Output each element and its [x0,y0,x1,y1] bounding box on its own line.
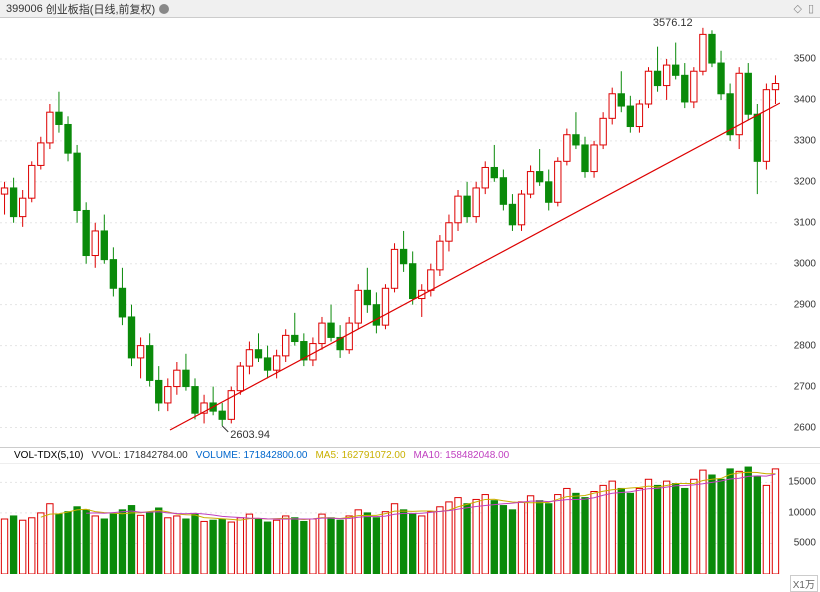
symbol-name: 创业板指 [46,1,90,17]
indicator-dot-icon [159,4,169,14]
symbol-code: 399006 [6,3,43,15]
vol-indicator-label: VOL-TDX(5,10) [14,450,83,461]
chart-header: 399006 创业板指 (日线,前复权) ◇ ▯ [0,0,820,18]
volume-panel: 50001000015000 X1万 [0,464,820,592]
svg-text:2603.94: 2603.94 [230,429,270,441]
header-icons: ◇ ▯ [793,2,814,15]
info-icon[interactable]: ▯ [808,2,814,15]
period-label: (日线,前复权) [90,1,155,17]
volume-unit: X1万 [790,575,818,592]
volume-y-axis: 50001000015000 [780,464,820,574]
price-y-axis: 2600270028002900300031003200330034003500 [780,18,820,448]
price-panel: 3576.12 2603.94 2600270028002900300031003… [0,18,820,448]
volume-chart[interactable] [0,464,780,574]
diamond-icon[interactable]: ◇ [793,2,801,15]
candlestick-chart[interactable]: 3576.12 2603.94 [0,18,780,448]
volume-header: VOL-TDX(5,10) VVOL: 171842784.00 VOLUME:… [0,448,820,464]
svg-text:3576.12: 3576.12 [653,18,693,29]
